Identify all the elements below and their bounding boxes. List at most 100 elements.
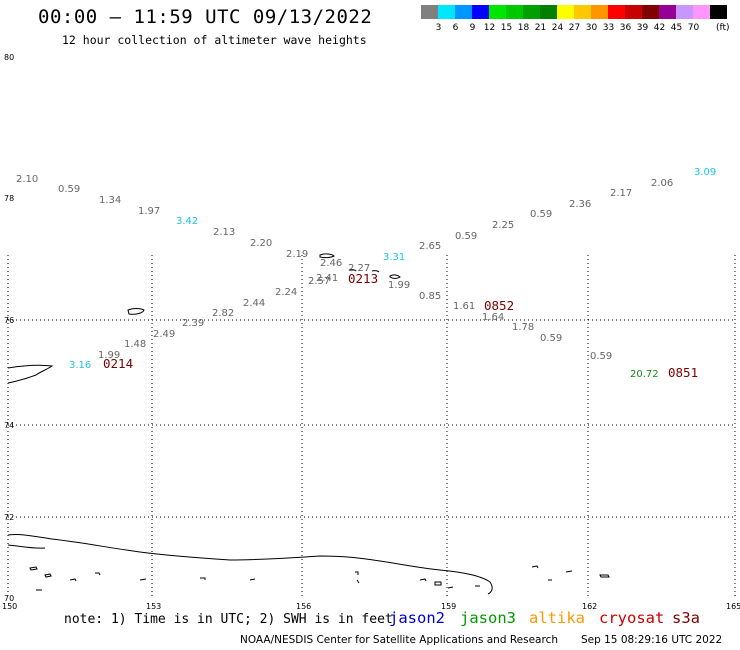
wave-height-label: 1.34 bbox=[99, 195, 121, 206]
map-subtitle: 12 hour collection of altimeter wave hei… bbox=[62, 33, 367, 47]
coastline-alaska bbox=[7, 534, 493, 595]
scale-swatch bbox=[489, 5, 506, 19]
lat-label: 74 bbox=[4, 421, 14, 430]
scale-swatch bbox=[693, 5, 710, 19]
wave-height-label: 2.65 bbox=[419, 241, 441, 252]
wave-height-label: 20.72 bbox=[630, 369, 659, 380]
scale-swatch bbox=[608, 5, 625, 19]
scale-swatch bbox=[540, 5, 557, 19]
scale-swatch bbox=[506, 5, 523, 19]
map-title: 00:00 – 11:59 UTC 09/13/2022 bbox=[38, 6, 373, 28]
wave-height-label: 2.19 bbox=[286, 249, 308, 260]
scale-swatch bbox=[523, 5, 540, 19]
scale-label: 9 bbox=[469, 23, 476, 33]
legend-jason3: jason3 bbox=[460, 609, 516, 627]
wave-height-label: 0.59 bbox=[540, 333, 562, 344]
wave-height-label: 2.06 bbox=[651, 178, 673, 189]
island-jeannette bbox=[319, 253, 335, 259]
coastline bbox=[7, 253, 493, 595]
footer-credit: NOAA/NESDIS Center for Satellite Applica… bbox=[240, 634, 558, 646]
island-small-2 bbox=[371, 270, 380, 273]
scale-label: 42 bbox=[653, 23, 666, 33]
lon-label: 150 bbox=[2, 602, 17, 611]
wave-height-label: 2.82 bbox=[212, 308, 234, 319]
wave-height-label: 2.41 bbox=[316, 273, 338, 284]
scale-label: 24 bbox=[551, 23, 564, 33]
wave-height-label: 1.99 bbox=[98, 350, 120, 361]
lon-label: 156 bbox=[296, 602, 311, 611]
wave-height-label: 1.78 bbox=[512, 322, 534, 333]
wave-height-label: 2.17 bbox=[610, 188, 632, 199]
lon-label: 162 bbox=[582, 602, 597, 611]
scale-label: 39 bbox=[636, 23, 649, 33]
wave-height-label: 2.36 bbox=[569, 199, 591, 210]
scale-swatch bbox=[438, 5, 455, 19]
scale-label: 6 bbox=[452, 23, 459, 33]
wave-height-label: 0.59 bbox=[590, 351, 612, 362]
lat-label: 70 bbox=[4, 594, 14, 603]
wave-height-label: 1.64 bbox=[482, 312, 504, 323]
island-bennett bbox=[389, 274, 401, 279]
scale-swatch bbox=[591, 5, 608, 19]
lat-label: 72 bbox=[4, 513, 14, 522]
scale-unit: (ft) bbox=[716, 23, 730, 33]
wave-height-label: 3.31 bbox=[383, 252, 405, 263]
scale-label: 18 bbox=[517, 23, 530, 33]
scale-label: 3 bbox=[435, 23, 442, 33]
wave-height-label: 3.42 bbox=[176, 216, 198, 227]
wave-height-label: 1.48 bbox=[124, 339, 146, 350]
scale-swatch bbox=[676, 5, 693, 19]
legend-cryosat: cryosat bbox=[599, 609, 665, 627]
coastline-wrangel bbox=[7, 364, 54, 384]
wave-height-label: 0.59 bbox=[58, 184, 80, 195]
lat-label: 80 bbox=[4, 53, 14, 62]
coastline-alaska-inlet bbox=[7, 544, 46, 549]
footer-note: note: 1) Time is in UTC; 2) SWH is in fe… bbox=[64, 612, 393, 627]
scale-swatch bbox=[421, 5, 438, 19]
coastal-islets bbox=[29, 565, 610, 591]
wave-height-label: 3.16 bbox=[69, 360, 91, 371]
wave-height-label: 2.24 bbox=[275, 287, 297, 298]
legend-altika: altika bbox=[529, 609, 585, 627]
scale-label: 30 bbox=[585, 23, 598, 33]
scale-swatch bbox=[472, 5, 489, 19]
wave-height-label: 2.57 bbox=[308, 276, 330, 287]
scale-label: 21 bbox=[534, 23, 547, 33]
pass-time-label: 0852 bbox=[484, 298, 514, 313]
wave-height-label: 1.61 bbox=[453, 301, 475, 312]
graticule bbox=[7, 255, 736, 598]
pass-time-label: 0851 bbox=[668, 365, 698, 380]
pass-time-label: 0213 bbox=[348, 271, 378, 286]
wave-height-label: 0.85 bbox=[419, 291, 441, 302]
wave-height-label: 0.59 bbox=[530, 209, 552, 220]
wave-height-label: 2.49 bbox=[153, 329, 175, 340]
legend-s3a: s3a bbox=[672, 609, 700, 627]
wave-height-label: 0.59 bbox=[455, 231, 477, 242]
lon-label: 159 bbox=[441, 602, 456, 611]
wave-height-label: 2.10 bbox=[16, 174, 38, 185]
island-small-1 bbox=[348, 269, 357, 272]
scale-swatch bbox=[710, 5, 727, 19]
legend-jason2: jason2 bbox=[389, 609, 445, 627]
scale-swatch bbox=[574, 5, 591, 19]
scale-label: 36 bbox=[619, 23, 632, 33]
footer-timestamp: Sep 15 08:29:16 UTC 2022 bbox=[581, 634, 723, 646]
wave-height-label: 2.39 bbox=[182, 318, 204, 329]
wave-height-label: 2.27 bbox=[348, 263, 370, 274]
wave-height-label: 2.46 bbox=[320, 258, 342, 269]
scale-label: 70 bbox=[687, 23, 700, 33]
lon-label: 153 bbox=[146, 602, 161, 611]
scale-swatch bbox=[557, 5, 574, 19]
lon-label: 165 bbox=[726, 602, 740, 611]
wave-height-label: 1.99 bbox=[388, 280, 410, 291]
lat-label: 78 bbox=[4, 194, 14, 203]
pass-time-label: 0214 bbox=[103, 356, 133, 371]
island-herald bbox=[127, 308, 145, 315]
wave-height-label: 3.09 bbox=[694, 167, 716, 178]
scale-label: 12 bbox=[483, 23, 496, 33]
scale-label: 15 bbox=[500, 23, 513, 33]
scale-label: 27 bbox=[568, 23, 581, 33]
wave-height-label: 2.44 bbox=[243, 298, 265, 309]
wave-height-label: 2.20 bbox=[250, 238, 272, 249]
